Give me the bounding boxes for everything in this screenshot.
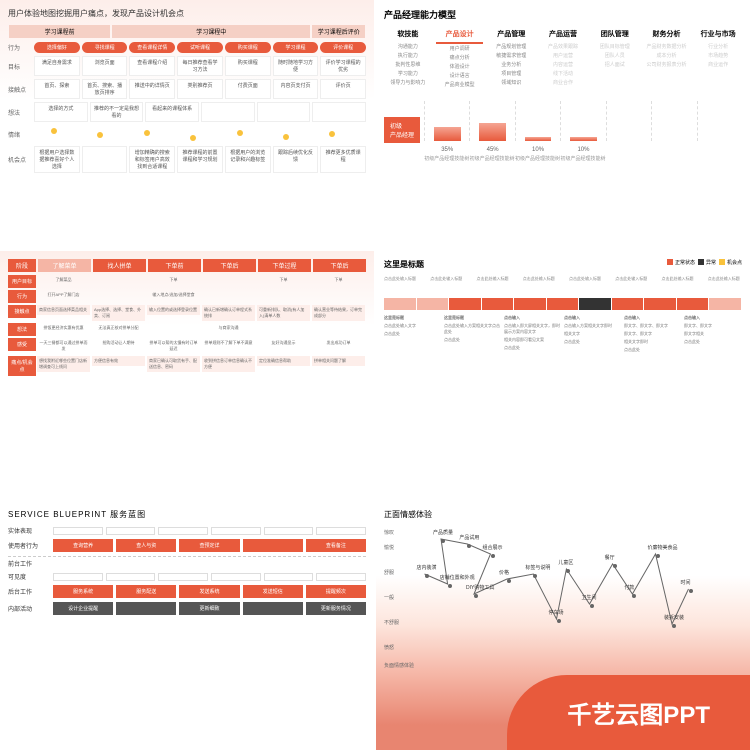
p1-phases: 学习课程前 学习课程中 学习课程后评价 (8, 25, 366, 38)
timeline-template: 这里是标题 正常状态异常机会点 点击此处输入标题点击此处输入标题点击此处输入标题… (376, 251, 750, 500)
watermark: 千艺云图PPT (507, 675, 750, 750)
p5-title: SERVICE BLUEPRINT 服务蓝图 (8, 509, 366, 520)
user-journey-map: 用户体验地图挖掘用户痛点，发现产品设计机会点 学习课程前 学习课程中 学习课程后… (0, 0, 374, 249)
p2-title: 产品经理能力模型 (384, 8, 742, 21)
ordering-journey: 阶段 了解菜单 找人拼单 下单前 下单后 下单过程 下单后 用户目标了解菜品下单… (0, 251, 374, 500)
level-badge: 初级产品经理 (384, 117, 420, 143)
service-blueprint: SERVICE BLUEPRINT 服务蓝图 实体表现 使用者行为查询营养查人与… (0, 501, 374, 750)
pm-competency-model: 产品经理能力模型 软技能沟通能力执行能力批判性思维学习能力领导力与影响力产品设计… (376, 0, 750, 249)
p1-title: 用户体验地图挖掘用户痛点，发现产品设计机会点 (8, 8, 366, 19)
p6-title: 正面情感体验 (384, 509, 742, 520)
